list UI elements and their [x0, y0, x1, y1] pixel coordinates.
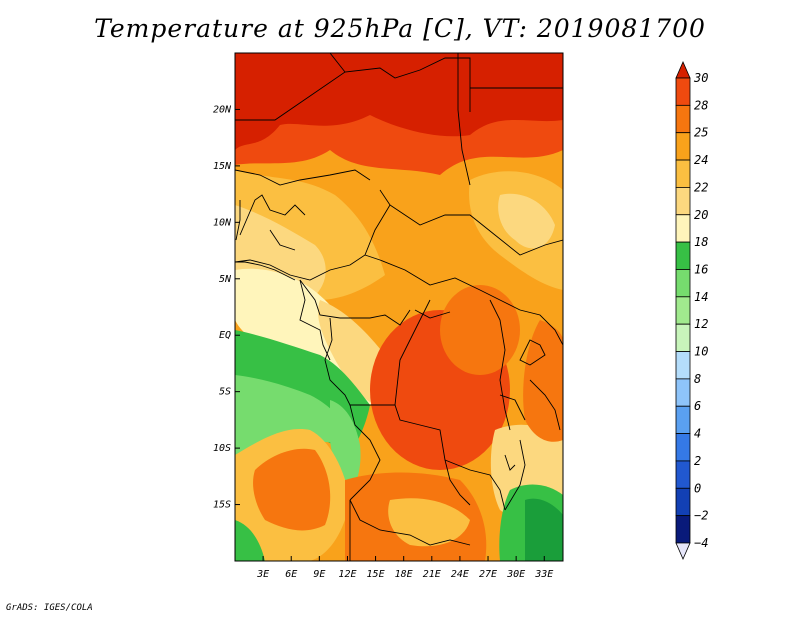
- lat-tick-label: 20N: [213, 104, 232, 115]
- axis-ticks: 3E 6E 9E 12E 15E 18E 21E 24E 27E 30E 33E 20N 15N 10N 5…: [213, 104, 553, 580]
- colorbar-segment: [675, 515, 691, 544]
- lon-tick-label: 12E: [338, 569, 356, 580]
- colorbar-label: 8: [694, 372, 701, 386]
- colorbar-segment: [675, 241, 691, 270]
- colorbar-top-arrow: [675, 61, 691, 79]
- colorbar-label: 10: [694, 345, 708, 359]
- lon-tick-label: 27E: [479, 569, 497, 580]
- lon-tick-label: 3E: [256, 569, 269, 580]
- colorbar-segment: [675, 460, 691, 489]
- colorbar-label: 25: [694, 126, 708, 140]
- lon-tick-label: 15E: [367, 569, 385, 580]
- colorbar-label: 22: [694, 180, 708, 194]
- colorbar-label: 16: [694, 262, 708, 276]
- lon-tick-label: 6E: [285, 569, 297, 580]
- colorbar-label: 18: [694, 235, 708, 249]
- colorbar-bottom-arrow: [675, 542, 691, 560]
- colorbar-label: 4: [694, 427, 701, 441]
- colorbar-label: 12: [694, 317, 708, 331]
- lon-tick-label: 30E: [506, 569, 525, 580]
- colorbar-segment: [675, 132, 691, 161]
- colorbar-segment: [675, 433, 691, 462]
- lat-tick-label: EQ: [219, 330, 231, 341]
- colorbar-label: −2: [694, 509, 708, 523]
- boundaries: [235, 53, 563, 561]
- colorbar-segment: [675, 77, 691, 106]
- chart-title: Temperature at 925hPa [C], VT: 201908170…: [94, 14, 706, 43]
- colorbar-label: 0: [694, 481, 701, 495]
- colorbar-label: 6: [694, 399, 701, 413]
- colorbar-segment: [675, 405, 691, 434]
- lon-tick-label: 24E: [451, 569, 469, 580]
- colorbar-segment: [675, 296, 691, 325]
- colorbar-segment: [675, 104, 691, 134]
- colorbar-segment: [675, 351, 691, 380]
- colorbar-segment: [675, 378, 691, 407]
- map-frame: [234, 52, 564, 562]
- colorbar-segment: [675, 214, 691, 243]
- lon-tick-label: 33E: [534, 569, 553, 580]
- colorbar-label: 14: [694, 290, 708, 304]
- colorbar-segment: [675, 187, 691, 216]
- lat-tick-label: 5N: [219, 274, 232, 285]
- lat-tick-label: 5S: [219, 387, 231, 398]
- lat-tick-label: 15N: [213, 161, 232, 172]
- lat-tick-label: 15S: [213, 500, 231, 511]
- lat-tick-label: 10S: [213, 443, 231, 454]
- colorbar-label: 2: [694, 454, 701, 468]
- colorbar-segment: [675, 269, 691, 298]
- lat-tick-label: 10N: [213, 217, 232, 228]
- colorbar-label: 20: [694, 208, 708, 222]
- lon-tick-label: 18E: [395, 569, 413, 580]
- colorbar-label: 30: [693, 71, 708, 85]
- colorbar-segment: [675, 159, 691, 188]
- colorbar-label: 24: [694, 153, 708, 167]
- lon-tick-label: 9E: [313, 569, 325, 580]
- grads-credit: GrADS: IGES/COLA: [6, 603, 93, 613]
- colorbar-segment: [675, 323, 691, 352]
- colorbar-label: 28: [694, 98, 708, 112]
- colorbar-label: −4: [694, 536, 708, 550]
- temperature-field: [235, 53, 563, 561]
- colorbar-segment: [675, 487, 691, 517]
- lon-tick-label: 21E: [423, 569, 441, 580]
